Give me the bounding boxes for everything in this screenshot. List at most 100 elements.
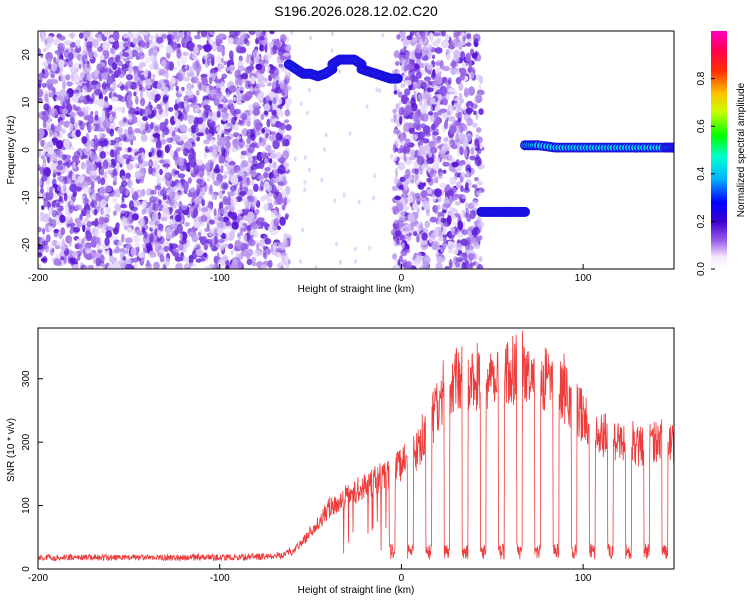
noise-blob (63, 192, 68, 202)
y-tick-label: 20 (21, 49, 32, 61)
noise-blob (393, 83, 398, 93)
noise-blob (262, 31, 266, 36)
noise-blob (439, 182, 447, 188)
noise-blob (176, 182, 183, 191)
noise-blob (176, 60, 181, 67)
noise-blob (222, 174, 228, 180)
noise-blob (421, 32, 426, 42)
noise-blob (147, 40, 156, 49)
noise-blob (219, 81, 225, 91)
noise-blob (56, 164, 64, 171)
noise-blob (127, 226, 133, 233)
noise-blob (392, 230, 397, 237)
noise-blob (89, 51, 94, 59)
noise-blob (58, 35, 66, 41)
noise-blob (451, 144, 458, 150)
noise-blob (70, 32, 74, 39)
noise-blob (267, 249, 272, 255)
noise-blob (138, 253, 144, 258)
noise-blob (162, 207, 170, 217)
noise-blob (476, 54, 482, 62)
noise-blob (164, 172, 173, 182)
noise-blob (187, 177, 192, 184)
noise-blob (232, 138, 240, 148)
y-tick-label: 0 (21, 566, 32, 572)
noise-blob (201, 207, 209, 213)
noise-blob (273, 109, 278, 118)
noise-blob (118, 184, 126, 194)
noise-blob (465, 159, 472, 165)
noise-blob (115, 163, 120, 173)
noise-blob (94, 69, 99, 78)
noise-blob (439, 86, 448, 97)
noise-blob (205, 148, 210, 153)
noise-blob (158, 199, 162, 206)
noise-blob (368, 245, 372, 251)
noise-blob (78, 75, 85, 85)
noise-blob (51, 137, 59, 143)
noise-blob (168, 242, 173, 252)
noise-blob (472, 122, 478, 128)
noise-blob (211, 171, 216, 182)
noise-blob (448, 258, 453, 269)
noise-blob (209, 69, 218, 74)
noise-blob (91, 151, 96, 157)
noise-blob (226, 122, 234, 127)
noise-blob (277, 97, 283, 105)
noise-blob (445, 243, 454, 248)
noise-blob (237, 92, 243, 102)
noise-blob (238, 77, 243, 87)
noise-blob (247, 239, 256, 247)
noise-blob (176, 35, 180, 42)
noise-blob (393, 50, 400, 59)
noise-blob (153, 261, 160, 269)
noise-blob (409, 156, 416, 161)
noise-blob (273, 218, 280, 227)
noise-blob (392, 206, 400, 215)
noise-blob (172, 134, 181, 142)
noise-blob (61, 242, 67, 248)
noise-blob (449, 226, 456, 232)
noise-blob (133, 91, 137, 97)
noise-blob (172, 41, 177, 50)
noise-blob (227, 99, 234, 105)
noise-blob (60, 256, 65, 261)
noise-blob (420, 115, 425, 121)
noise-blob (115, 146, 123, 152)
noise-blob (96, 161, 102, 168)
noise-blob (107, 76, 113, 85)
noise-blob (248, 152, 253, 162)
noise-blob (138, 31, 147, 35)
noise-blob (200, 31, 208, 38)
noise-blob (93, 99, 101, 105)
noise-blob (283, 85, 289, 95)
noise-blob (415, 192, 421, 199)
noise-blob (268, 225, 273, 233)
noise-blob (53, 258, 61, 266)
noise-blob (275, 68, 280, 77)
noise-blob (264, 157, 269, 165)
noise-blob (419, 104, 426, 114)
noise-blob (256, 217, 265, 223)
noise-blob (247, 211, 255, 221)
noise-blob (117, 240, 123, 247)
y-tick-label: 10 (21, 96, 32, 108)
noise-blob (455, 125, 462, 134)
noise-blob (418, 182, 425, 190)
noise-blob (465, 52, 471, 63)
x-tick-label: -100 (210, 273, 230, 284)
noise-blob (58, 59, 65, 69)
noise-blob (372, 195, 375, 201)
noise-blob (205, 162, 211, 172)
noise-blob (183, 257, 190, 262)
noise-blob (84, 265, 93, 269)
snr-frame (37, 327, 675, 570)
noise-blob (220, 182, 229, 190)
noise-blob (246, 177, 250, 186)
noise-blob (431, 123, 436, 131)
x-tick-label: -200 (28, 273, 48, 284)
noise-blob (417, 68, 421, 75)
snr-y-ticks: 0 100 200 300 (21, 370, 43, 572)
noise-blob (218, 190, 223, 199)
noise-blob (52, 38, 61, 46)
